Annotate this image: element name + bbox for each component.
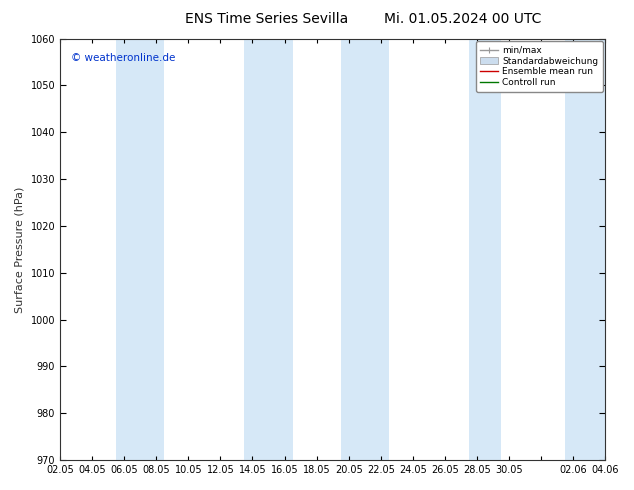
Bar xyxy=(116,39,164,460)
Bar xyxy=(245,39,292,460)
Bar xyxy=(340,39,389,460)
Text: ENS Time Series Sevilla: ENS Time Series Sevilla xyxy=(184,12,348,26)
Legend: min/max, Standardabweichung, Ensemble mean run, Controll run: min/max, Standardabweichung, Ensemble me… xyxy=(476,41,602,92)
Bar xyxy=(469,39,501,460)
Y-axis label: Surface Pressure (hPa): Surface Pressure (hPa) xyxy=(15,186,25,313)
Bar xyxy=(565,39,613,460)
Text: © weatheronline.de: © weatheronline.de xyxy=(71,53,176,63)
Text: Mi. 01.05.2024 00 UTC: Mi. 01.05.2024 00 UTC xyxy=(384,12,541,26)
